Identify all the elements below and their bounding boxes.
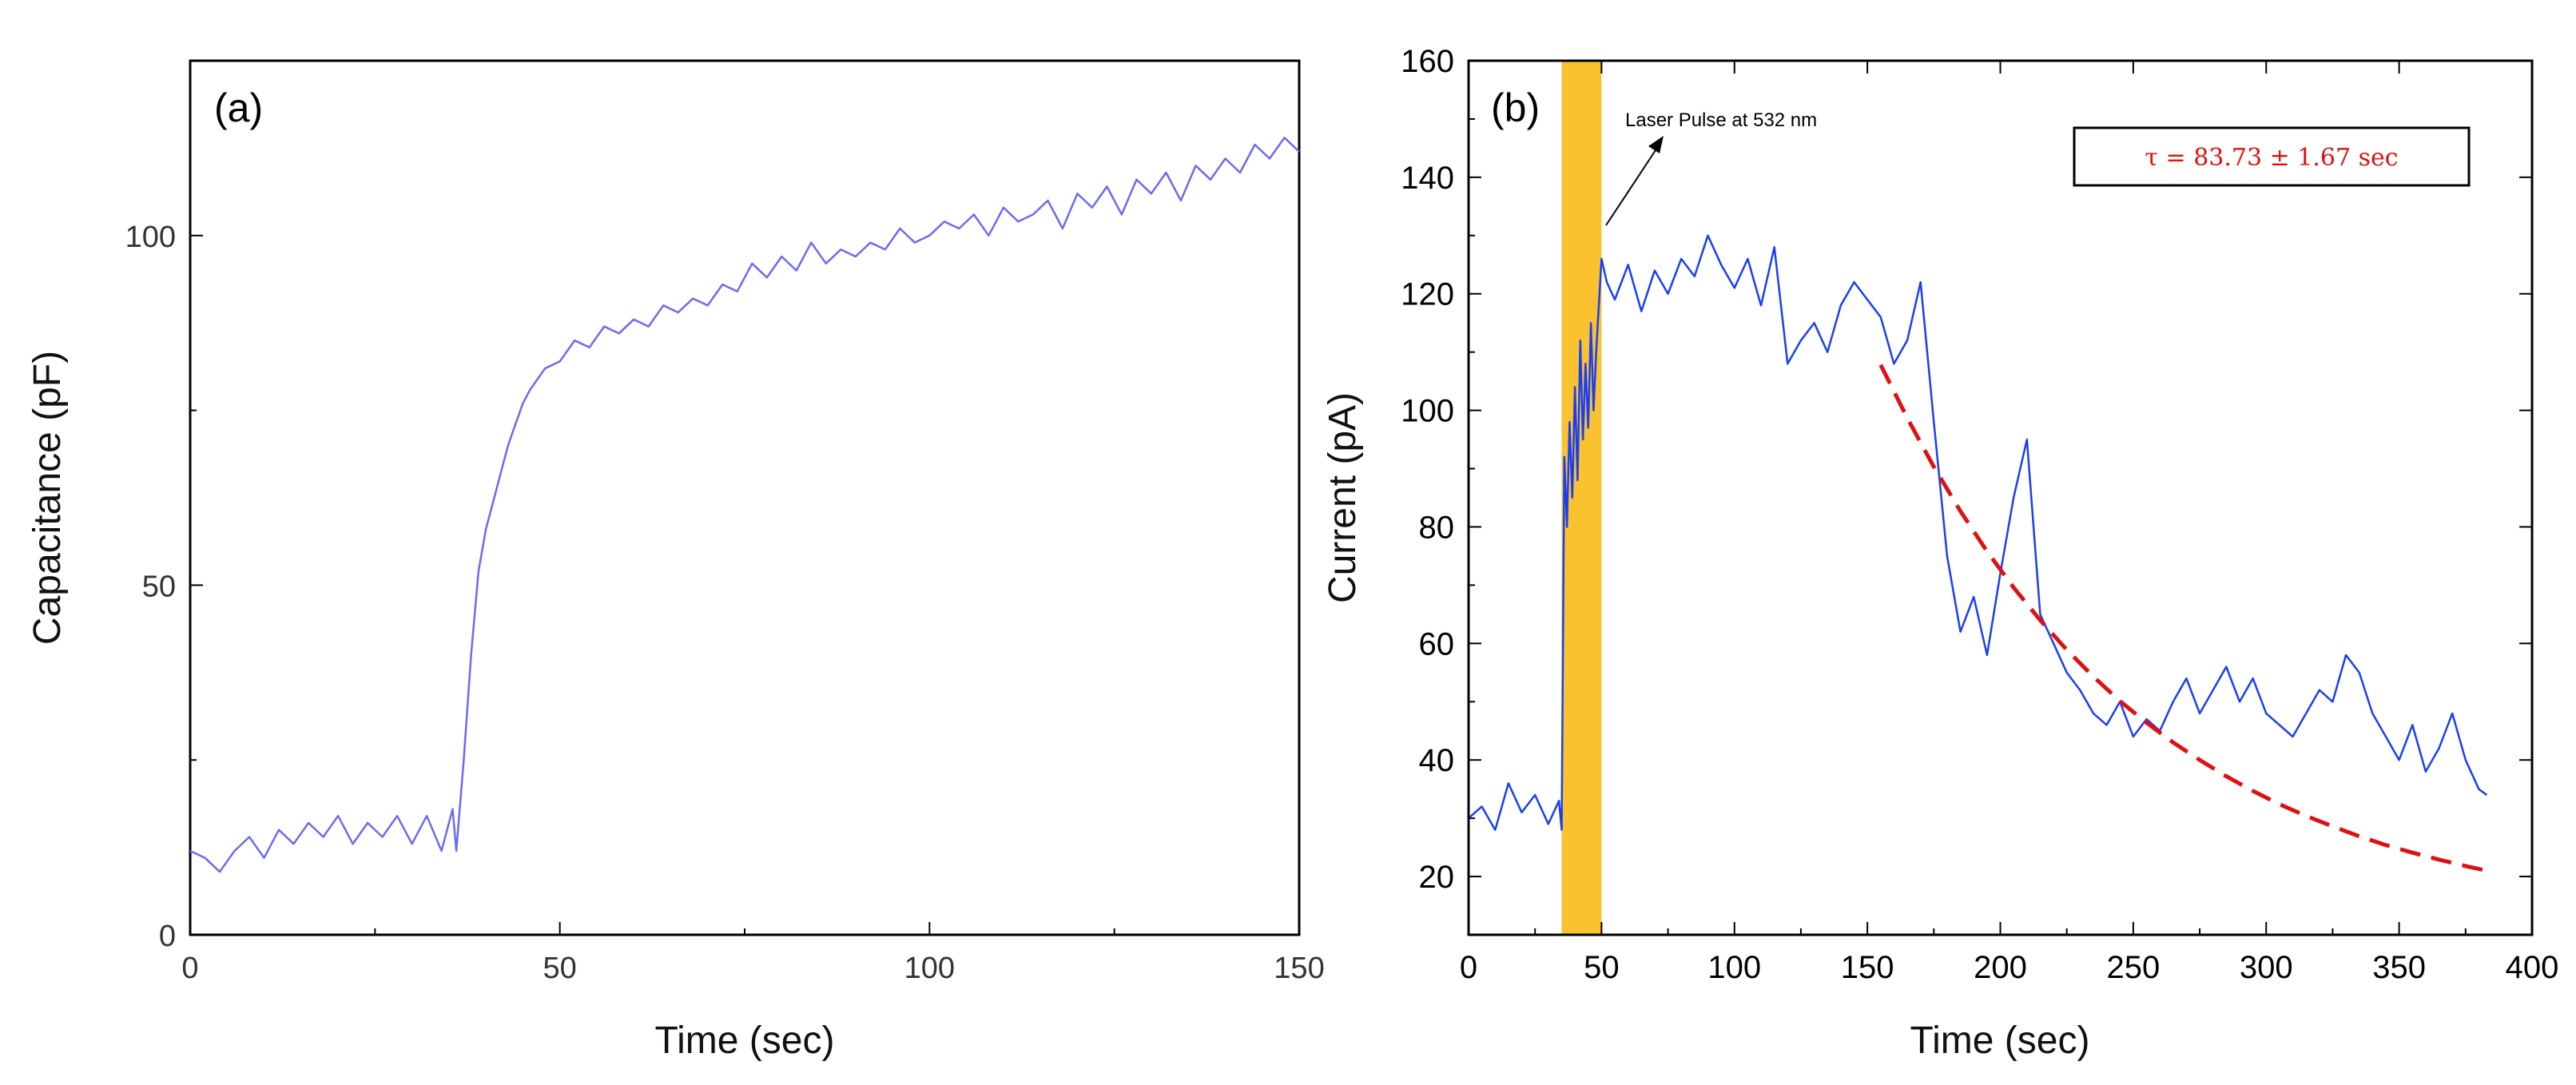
y-tick-label: 120 xyxy=(1401,277,1454,312)
x-tick-label: 100 xyxy=(904,952,955,985)
y-tick-label: 100 xyxy=(1401,394,1454,429)
panel-b-label: (b) xyxy=(1491,85,1540,130)
capacitance-series-line xyxy=(189,137,1300,873)
x-tick-label: 50 xyxy=(1584,950,1620,985)
x-tick-label: 0 xyxy=(181,952,198,985)
y-tick-label: 140 xyxy=(1401,161,1454,196)
y-tick-label: 50 xyxy=(142,570,176,603)
x-tick-label: 200 xyxy=(1974,950,2027,985)
y-tick-label: 80 xyxy=(1419,510,1455,545)
panel-a-y-axis-title: Capacitance (pF) xyxy=(26,351,69,645)
x-tick-label: 250 xyxy=(2107,950,2161,985)
annotation-arrow-head xyxy=(1648,136,1664,153)
panel-a-tick-labels: 0 50 100 150 0 50 100 xyxy=(125,221,1325,985)
x-tick-label: 100 xyxy=(1707,950,1761,985)
panel-a-line-layer xyxy=(189,137,1300,873)
current-series-line xyxy=(1468,234,2488,831)
x-tick-label: 400 xyxy=(2506,950,2559,985)
panel-b-tick-labels: 0 50 100 150 200 250 300 350 400 20 40 60 80 100 120 14… xyxy=(1401,44,2558,985)
annotation-text: Laser Pulse at 532 nm xyxy=(1625,109,1817,131)
y-tick-label: 160 xyxy=(1401,44,1454,79)
panel-b-current-chart: 0 50 100 150 200 250 300 350 400 20 40 60 80 100 120 14… xyxy=(1322,44,2558,1062)
y-tick-label: 20 xyxy=(1419,860,1455,895)
annotation-arrow-line xyxy=(1605,145,1660,226)
panel-a-plot-frame xyxy=(189,59,1301,936)
y-tick-label: 100 xyxy=(125,221,176,254)
x-tick-label: 0 xyxy=(1460,950,1477,985)
tau-fit-legend: τ = 83.73 ± 1.67 sec xyxy=(2073,126,2471,187)
x-tick-label: 300 xyxy=(2240,950,2293,985)
exponential-fit-line xyxy=(1878,364,2487,873)
x-tick-label: 50 xyxy=(543,952,577,985)
tau-legend-box xyxy=(2073,126,2471,187)
y-tick-label: 60 xyxy=(1419,626,1455,662)
y-tick-label: 0 xyxy=(159,920,176,953)
panel-a-label: (a) xyxy=(214,85,263,130)
panel-a-x-axis-title: Time (sec) xyxy=(655,1019,835,1062)
x-tick-label: 150 xyxy=(1841,950,1894,985)
x-tick-label: 350 xyxy=(2372,950,2426,985)
panel-b-plot-frame xyxy=(1467,59,2534,936)
y-tick-label: 40 xyxy=(1419,743,1455,778)
x-tick-label: 150 xyxy=(1274,952,1324,985)
panel-b-line-layer xyxy=(1468,234,2488,873)
panel-a-capacitance-chart: 0 50 100 150 0 50 100 (a) Time (sec) Capacitan… xyxy=(26,59,1325,1062)
panel-b-x-axis-title: Time (sec) xyxy=(1910,1019,2090,1062)
panel-a-tick-marks xyxy=(189,234,1300,936)
panel-b-y-axis-title: Current (pA) xyxy=(1322,392,1364,603)
laser-pulse-annotation: Laser Pulse at 532 nm xyxy=(1605,109,1817,226)
tau-value-text: τ = 83.73 ± 1.67 sec xyxy=(2145,144,2398,172)
